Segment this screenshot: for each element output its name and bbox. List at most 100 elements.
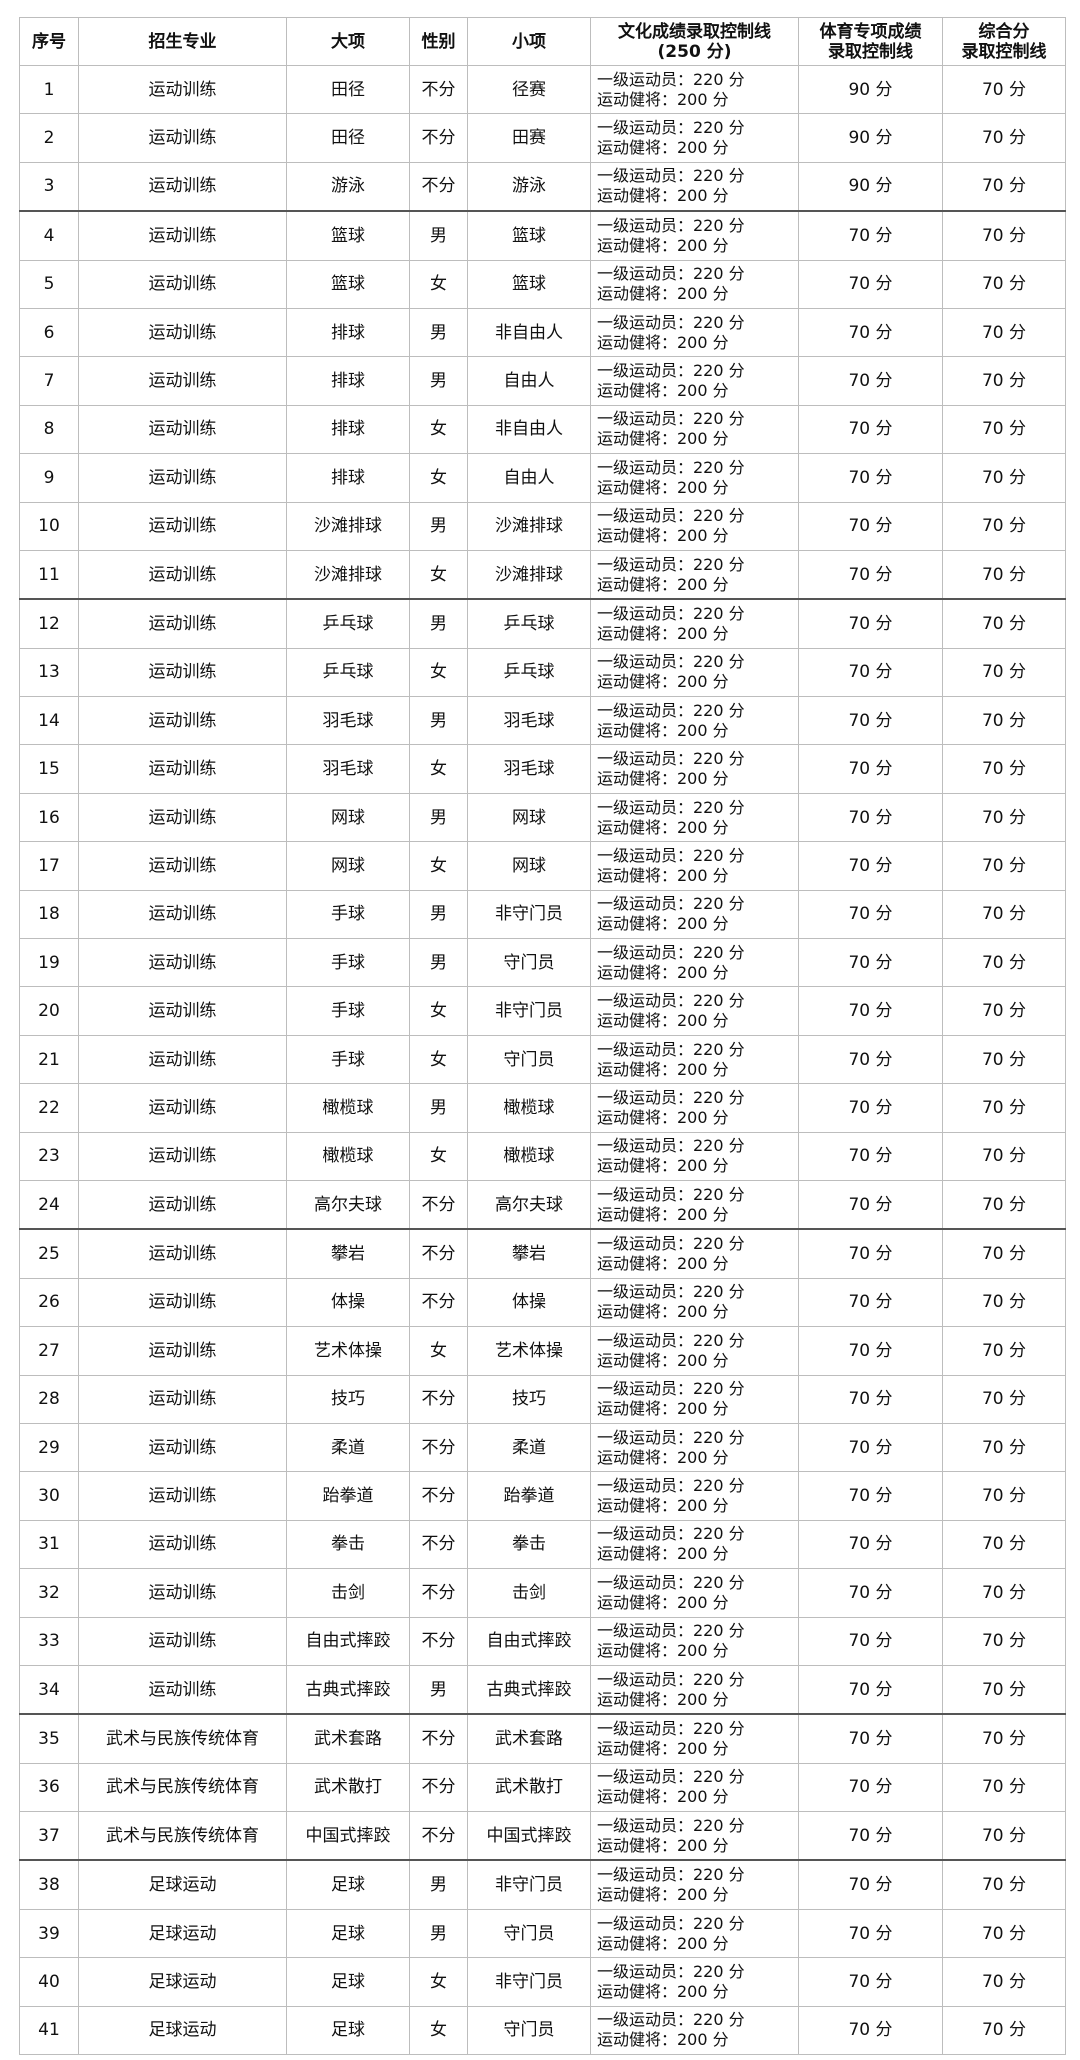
cell-sport-line: 90 分 [798,64,943,115]
cell-event: 技巧 [467,1374,591,1424]
cell-sport-line: 70 分 [798,210,943,261]
cell-composite-line: 70 分 [942,259,1066,309]
cell-index: 39 [19,1908,79,1959]
culture-line-text: 一级运动员：220 分 [597,894,745,914]
cell-culture-line: 一级运动员：220 分运动健将：200 分 [590,744,799,794]
culture-line-text: 运动健将：200 分 [597,1885,729,1905]
cell-event: 沙滩排球 [467,549,591,601]
cell-culture-line: 一级运动员：220 分运动健将：200 分 [590,696,799,746]
culture-line-text: 运动健将：200 分 [597,1835,729,1855]
cell-event: 自由式摔跤 [467,1616,591,1666]
cell-index: 14 [19,696,79,746]
culture-line-text: 一级运动员：220 分 [597,409,745,429]
table-row: 1 运动训练 田径 不分 径赛 一级运动员：220 分运动健将：200 分 90 分 70 分 [19,64,1066,115]
cell-composite-line: 70 分 [942,2005,1066,2056]
cell-event: 守门员 [467,1908,591,1959]
cell-composite-line: 70 分 [942,1811,1066,1862]
culture-line-text: 一级运动员：220 分 [597,797,745,817]
culture-line-text: 一级运动员：220 分 [597,1330,745,1350]
cell-event: 古典式摔跤 [467,1664,591,1716]
culture-line-text: 一级运动员：220 分 [597,1184,745,1204]
culture-line-text: 一级运动员：220 分 [597,1815,745,1835]
cell-index: 25 [19,1228,79,1279]
cell-sport-line: 70 分 [798,1228,943,1279]
cell-gender: 不分 [409,1228,468,1279]
cell-culture-line: 一级运动员：220 分运动健将：200 分 [590,549,799,601]
cell-gender: 不分 [409,113,468,163]
header-culture-line-title: 文化成绩录取控制线 [618,21,771,42]
culture-line-text: 运动健将：200 分 [597,865,729,885]
header-row: 序号 招生专业 大项 性别 小项 文化成绩录取控制线 (250 分) 体育专项成绩… [19,17,1066,66]
table-row: 2 运动训练 田径 不分 田赛 一级运动员：220 分运动健将：200 分 90 分 70 分 [19,113,1066,163]
cell-event: 田赛 [467,113,591,163]
cell-gender: 女 [409,2005,468,2056]
cell-composite-line: 70 分 [942,1326,1066,1376]
cell-event: 乒乓球 [467,647,591,698]
cell-culture-line: 一级运动员：220 分运动健将：200 分 [590,1131,799,1181]
cell-composite-line: 70 分 [942,64,1066,115]
cell-category: 网球 [286,841,410,891]
cell-gender: 不分 [409,1519,468,1570]
cell-index: 30 [19,1471,79,1521]
cell-sport-line: 70 分 [798,1422,943,1473]
cell-category: 中国式摔跤 [286,1811,410,1862]
cell-culture-line: 一级运动员：220 分运动健将：200 分 [590,161,799,213]
cell-index: 32 [19,1568,79,1618]
cell-index: 3 [19,161,79,213]
cell-major: 运动训练 [78,453,287,503]
culture-line-text: 一级运动员：220 分 [597,506,745,526]
cell-composite-line: 70 分 [942,1664,1066,1716]
cell-major: 运动训练 [78,210,287,261]
cell-major: 武术与民族传统体育 [78,1762,287,1813]
header-event: 小项 [467,17,591,66]
culture-line-text: 一级运动员：220 分 [597,215,745,235]
cell-gender: 女 [409,841,468,891]
cell-gender: 不分 [409,1811,468,1862]
culture-line-text: 运动健将：200 分 [597,1059,729,1079]
table-row: 4 运动训练 篮球男篮球 一级运动员：220 分运动健将：200 分 70 分 70 分 [19,210,1066,261]
cell-event: 高尔夫球 [467,1179,591,1231]
cell-event: 艺术体操 [467,1326,591,1376]
cell-gender: 男 [409,792,468,843]
cell-sport-line: 70 分 [798,1519,943,1570]
cell-composite-line: 70 分 [942,1471,1066,1521]
cell-composite-line: 70 分 [942,501,1066,551]
cell-index: 17 [19,841,79,891]
table-row: 10 运动训练 沙滩排球男沙滩排球 一级运动员：220 分运动健将：200 分 70 分… [19,501,1066,551]
cell-category: 击剑 [286,1568,410,1618]
culture-line-text: 运动健将：200 分 [597,1107,729,1127]
cell-gender: 不分 [409,161,468,213]
culture-line-text: 一级运动员：220 分 [597,1718,745,1738]
cell-sport-line: 70 分 [798,647,943,698]
culture-line-text: 运动健将：200 分 [597,1156,729,1176]
cell-gender: 不分 [409,1277,468,1328]
cell-event: 柔道 [467,1422,591,1473]
cell-composite-line: 70 分 [942,307,1066,358]
cell-category: 手球 [286,986,410,1036]
cell-index: 2 [19,113,79,163]
cell-culture-line: 一级运动员：220 分运动健将：200 分 [590,647,799,698]
cell-composite-line: 70 分 [942,696,1066,746]
cell-composite-line: 70 分 [942,1179,1066,1231]
culture-line-text: 运动健将：200 分 [597,1254,729,1274]
culture-line-text: 一级运动员：220 分 [597,700,745,720]
cell-category: 篮球 [286,210,410,261]
cell-index: 10 [19,501,79,551]
cell-gender: 男 [409,889,468,940]
cell-category: 柔道 [286,1422,410,1473]
cell-index: 4 [19,210,79,261]
cell-composite-line: 70 分 [942,1131,1066,1181]
culture-line-text: 运动健将：200 分 [597,1350,729,1370]
cell-sport-line: 70 分 [798,1374,943,1424]
cell-sport-line: 70 分 [798,889,943,940]
culture-line-text: 运动健将：200 分 [597,1011,729,1031]
culture-line-text: 运动健将：200 分 [597,381,729,401]
cell-composite-line: 70 分 [942,1859,1066,1910]
cell-sport-line: 70 分 [798,501,943,551]
cell-major: 运动训练 [78,889,287,940]
cell-event: 乒乓球 [467,598,591,649]
culture-line-text: 一级运动员：220 分 [597,1961,745,1981]
cell-culture-line: 一级运动员：220 分运动健将：200 分 [590,1034,799,1085]
